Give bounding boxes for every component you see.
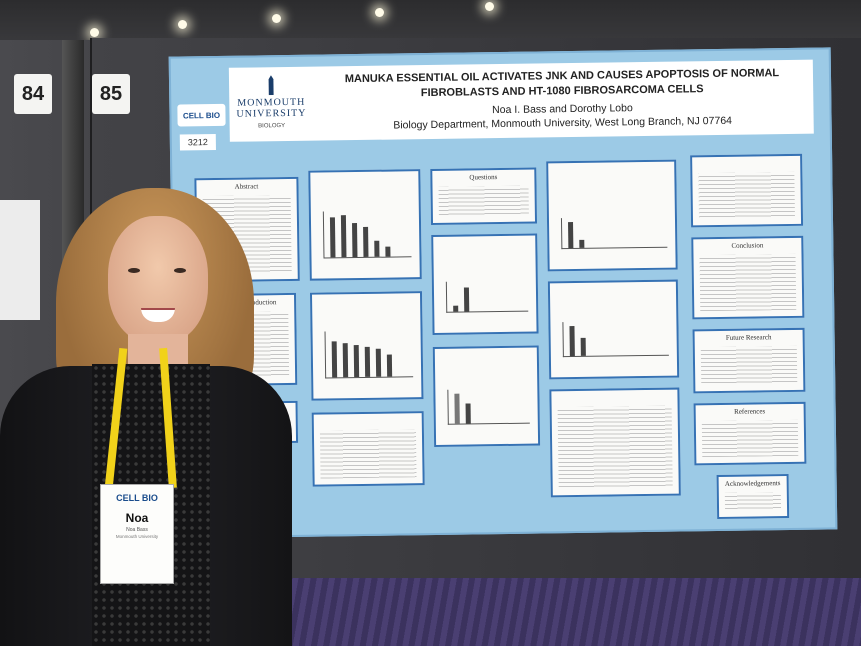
bar-figure xyxy=(562,320,669,358)
bar-figure xyxy=(560,216,668,250)
figure-panel-6 xyxy=(546,159,678,272)
cellbio-logo: CELL BIO xyxy=(177,103,226,127)
eye xyxy=(174,268,186,273)
eye xyxy=(128,268,140,273)
tower-icon xyxy=(263,75,279,95)
ceiling-light xyxy=(272,14,281,23)
questions-heading: Questions xyxy=(469,173,498,182)
badge-logo: CELL BIO xyxy=(116,493,158,503)
side-paper xyxy=(0,200,40,320)
figure-bar xyxy=(353,345,360,378)
figure-panel-8 xyxy=(549,387,681,498)
figure-bar xyxy=(363,226,369,257)
figure-bar xyxy=(374,240,380,257)
ceiling-light xyxy=(178,20,187,29)
text-block xyxy=(701,419,799,458)
face xyxy=(108,216,208,344)
bar-figure xyxy=(322,210,412,259)
booth-number-85: 85 xyxy=(92,74,130,114)
future-research-heading: Future Research xyxy=(725,333,772,342)
presenter: CELL BIO Noa Noa Bass Monmouth Universit… xyxy=(0,188,300,646)
figure-bar xyxy=(465,403,471,424)
university-dept: BIOLOGY xyxy=(258,123,286,130)
text-block xyxy=(700,345,798,386)
acknowledgements-panel: Acknowledgements xyxy=(716,474,790,520)
text-block xyxy=(319,429,417,479)
ceiling-light xyxy=(375,8,384,17)
university-logo: MONMOUTH UNIVERSITY BIOLOGY xyxy=(233,73,310,136)
text-block xyxy=(699,253,797,312)
figure-bar xyxy=(352,223,358,258)
figure-bar xyxy=(385,246,391,257)
badge-org: Monmouth University xyxy=(115,534,159,539)
name-badge: CELL BIO Noa Noa Bass Monmouth Universit… xyxy=(100,484,174,584)
figure-bar xyxy=(453,305,459,312)
figure-panel-9 xyxy=(690,153,804,228)
figure-bar xyxy=(340,215,347,258)
ceiling-light xyxy=(90,28,99,37)
figure-bar xyxy=(579,239,585,248)
conclusion-panel: Conclusion xyxy=(691,235,805,320)
conclusion-heading: Conclusion xyxy=(731,241,764,250)
poster-header: MONMOUTH UNIVERSITY BIOLOGY MANUKA ESSEN… xyxy=(228,59,814,142)
poster-number: 3212 xyxy=(179,133,216,151)
figure-bar xyxy=(569,326,575,357)
acknowledgements-heading: Acknowledgements xyxy=(724,479,781,488)
text-block xyxy=(698,171,795,220)
future-research-panel: Future Research xyxy=(692,327,806,394)
figure-bar xyxy=(454,393,460,424)
figure-panel-3 xyxy=(311,411,425,487)
figure-panel-4 xyxy=(431,233,539,335)
figure-bar xyxy=(364,346,371,377)
university-name-line2: UNIVERSITY xyxy=(236,107,307,120)
text-block xyxy=(438,185,529,217)
figure-bar xyxy=(331,341,338,378)
questions-panel: Questions xyxy=(430,167,538,225)
bar-figure xyxy=(324,330,414,379)
bar-figure xyxy=(445,280,529,313)
badge-first-name: Noa xyxy=(125,511,149,525)
figure-bar xyxy=(375,348,382,377)
figure-panel-1 xyxy=(308,169,422,281)
bar-figure xyxy=(447,388,530,425)
figure-panel-5 xyxy=(432,345,541,447)
figure-bar xyxy=(463,287,470,312)
poster-title: MANUKA ESSENTIAL OIL ACTIVATES JNK AND C… xyxy=(344,67,780,100)
figure-bar xyxy=(386,354,393,377)
figure-panel-2 xyxy=(309,291,424,401)
figure-bar xyxy=(342,343,349,378)
figure-panel-7 xyxy=(547,279,680,380)
references-panel: References xyxy=(693,401,807,466)
figure-bar xyxy=(580,337,586,356)
smile xyxy=(141,308,175,322)
text-block xyxy=(557,405,673,490)
figure-bar xyxy=(568,222,574,249)
figure-bar xyxy=(329,217,336,258)
badge-full-name: Noa Bass xyxy=(126,527,148,533)
text-block xyxy=(724,492,782,511)
ceiling-light xyxy=(485,2,494,11)
references-heading: References xyxy=(734,407,766,416)
booth-number-84: 84 xyxy=(14,74,52,114)
